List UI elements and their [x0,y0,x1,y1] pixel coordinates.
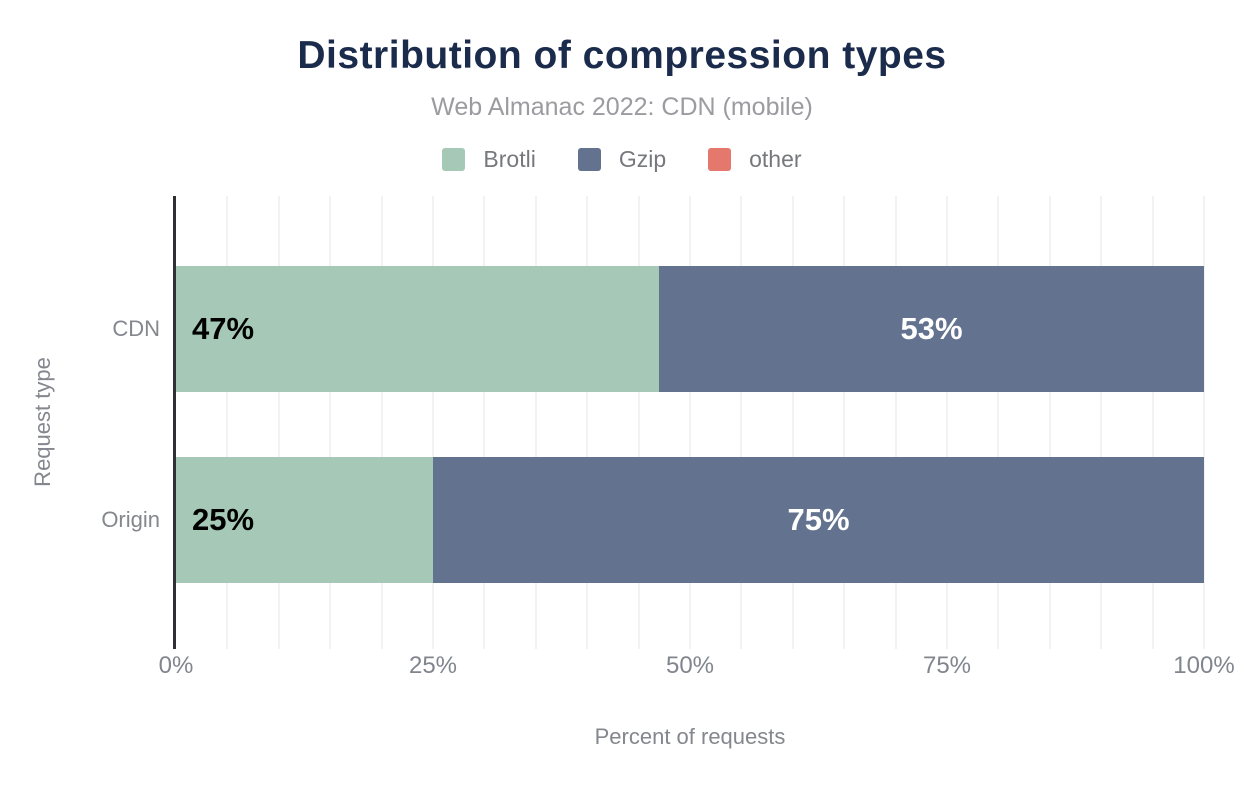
gridline [1048,196,1051,649]
x-tick-label-75: 75% [922,652,972,679]
bar-row-origin: 25% 75% [176,457,1204,583]
gridline [483,196,486,649]
legend-label: Brotli [483,146,536,172]
gridline [329,196,332,649]
legend-label: Gzip [618,146,667,172]
x-axis-title: Percent of requests [594,724,786,749]
gridline [586,196,589,649]
gridline [1203,196,1205,649]
legend-item-other[interactable]: other [708,146,802,173]
x-tick-label-0: 0% [158,652,194,679]
bar-segment-gzip-origin[interactable]: 75% [433,457,1204,583]
y-axis-title: Request type [30,357,55,487]
category-label-origin: Origin [101,507,160,532]
legend-item-brotli[interactable]: Brotli [442,146,536,173]
chart-subtitle: Web Almanac 2022: CDN (mobile) [431,93,813,121]
gridline [380,196,383,649]
bar-segment-brotli-origin[interactable]: 25% [176,457,433,583]
gridline [637,196,640,649]
legend-item-gzip[interactable]: Gzip [577,146,667,173]
gridline [843,196,846,649]
legend: Brotli Gzip other [0,146,1244,173]
legend-swatch-icon [442,148,466,171]
x-tick-label-25: 25% [408,652,458,679]
legend-swatch-icon [577,148,601,171]
bar-row-cdn: 47% 53% [176,266,1204,392]
x-tick-label-100: 100% [1173,652,1235,679]
gridline [894,196,897,649]
plot-area: 47% 53% 25% 75% [173,196,1205,649]
gridline [997,196,1000,649]
gridline [689,196,691,649]
bar-segment-gzip-cdn[interactable]: 53% [659,266,1204,392]
gridline [1151,196,1154,649]
gridline [946,196,948,649]
bar-segment-brotli-cdn[interactable]: 47% [176,266,660,392]
category-label-cdn: CDN [112,316,160,341]
chart-title: Distribution of compression types [297,34,947,77]
gridline [791,196,794,649]
gridline [226,196,229,649]
gridline [277,196,280,649]
legend-label: other [749,146,802,172]
bar-value-label: 53% [900,311,963,346]
gridline [740,196,743,649]
gridline [1100,196,1103,649]
bar-value-label: 25% [192,502,255,537]
x-tick-label-50: 50% [665,652,715,679]
bar-value-label: 47% [192,311,255,346]
legend-swatch-icon [708,148,732,171]
gridline [432,196,434,649]
y-axis-line [173,196,176,649]
gridline [534,196,537,649]
bar-value-label: 75% [787,502,850,537]
